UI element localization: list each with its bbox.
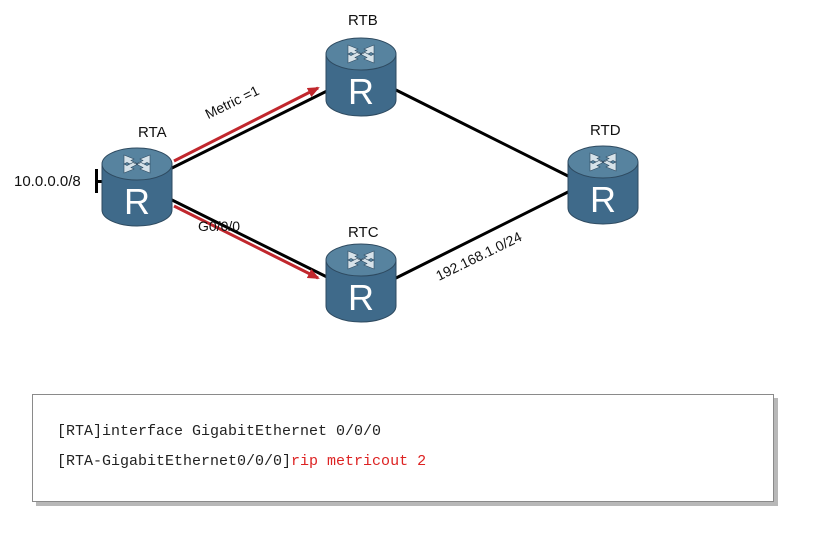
router-rtd: R (566, 140, 640, 226)
svg-text:R: R (590, 179, 616, 220)
svg-text:R: R (348, 277, 374, 318)
code-box: [RTA]interface GigabitEthernet 0/0/0 [RT… (32, 394, 774, 502)
code-line-2-prefix: [RTA-GigabitEthernet0/0/0] (57, 453, 291, 470)
rtb-label: RTB (348, 12, 378, 29)
router-rtb: R (324, 32, 398, 118)
rtd-label: RTD (590, 122, 621, 139)
code-line-2-cmd: rip metricout 2 (291, 453, 426, 470)
router-rta: R (100, 142, 174, 228)
iface-label: G0/0/0 (198, 218, 240, 234)
code-line-1: [RTA]interface GigabitEthernet 0/0/0 (57, 417, 749, 447)
svg-text:R: R (348, 71, 374, 112)
network-diagram: 10.0.0.0/8 Metric =1 G0/0/0 192.168.1.0/… (0, 0, 816, 390)
router-rtc: R (324, 238, 398, 324)
rta-label: RTA (138, 124, 167, 141)
svg-text:R: R (124, 181, 150, 222)
code-line-2: [RTA-GigabitEthernet0/0/0]rip metricout … (57, 447, 749, 477)
rta-net-label: 10.0.0.0/8 (14, 173, 81, 190)
